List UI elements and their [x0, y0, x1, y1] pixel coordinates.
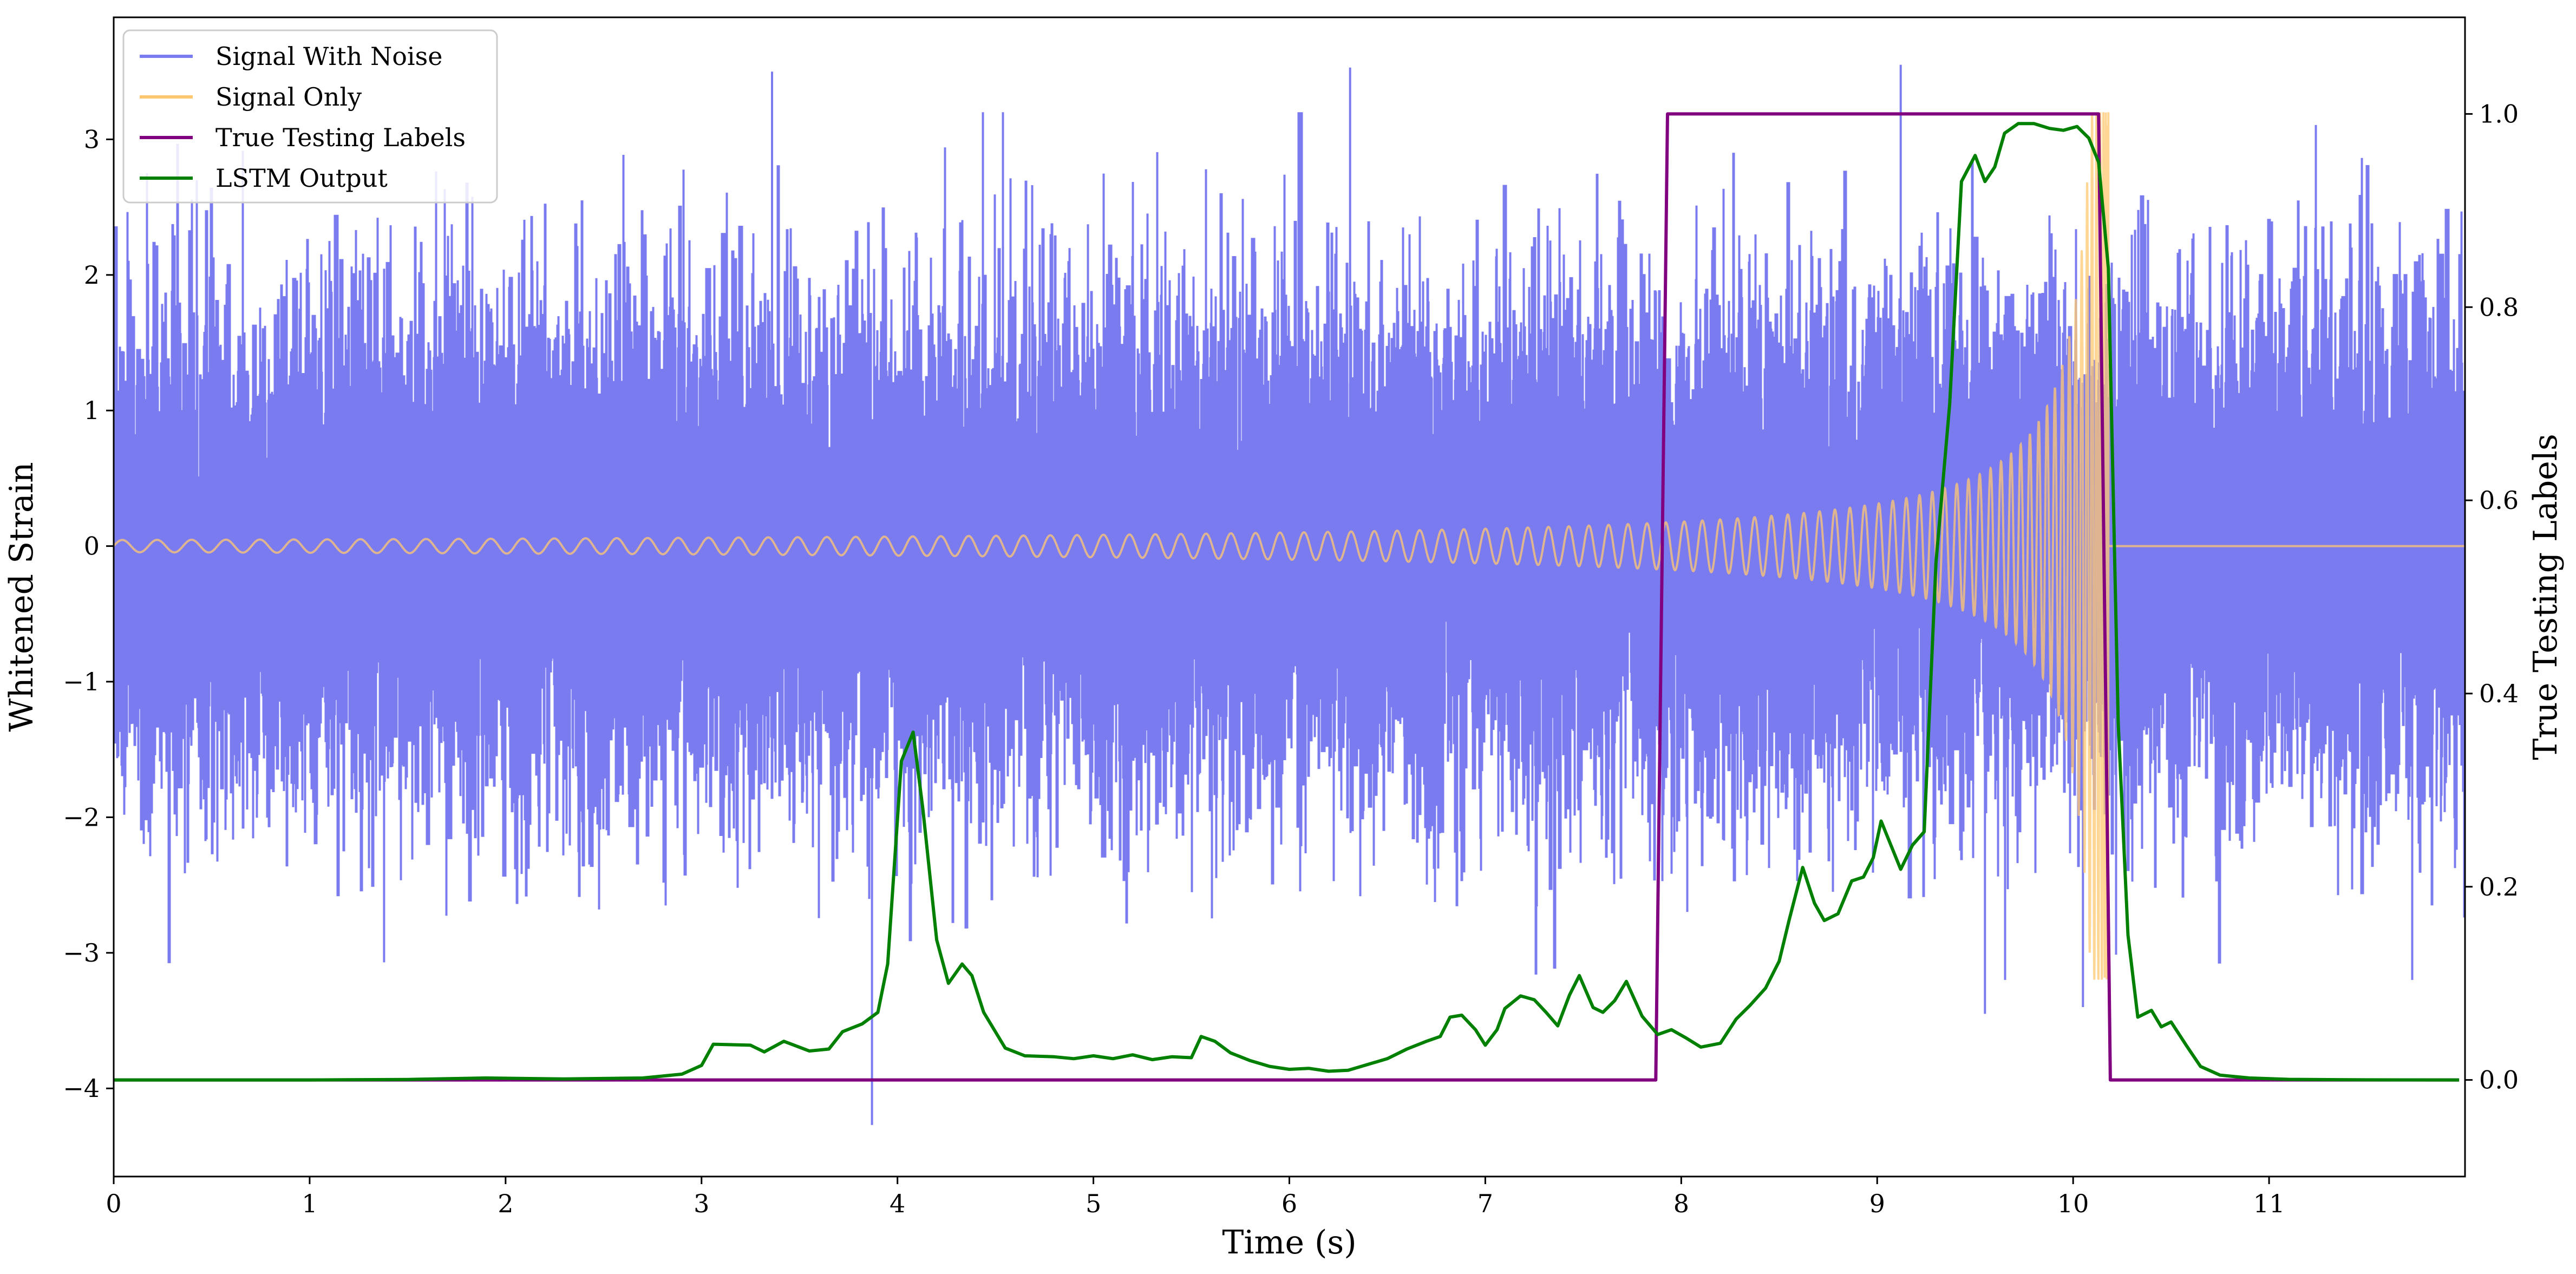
signal-with-noise-layer	[114, 64, 2465, 1125]
x-tick-label: 7	[1477, 1189, 1493, 1218]
right-y-axis-ticks: 1.0 0.8 0.6 0.4 0.2 0.0	[2465, 99, 2519, 1095]
x-tick-label: 9	[1869, 1189, 1885, 1218]
legend-entry-label: Signal Only	[215, 82, 362, 112]
true-labels-layer	[114, 112, 2460, 1082]
left-y-axis-ticks: 3 2 1 0 −1 −2 −3 −4	[63, 125, 114, 1103]
signal-only-layer	[114, 112, 2465, 980]
legend-entry-label: Signal With Noise	[215, 42, 442, 71]
right-y-tick-label: 0.6	[2479, 486, 2519, 515]
x-tick-label: 2	[498, 1189, 513, 1218]
lstm-output-layer	[114, 122, 2460, 1082]
x-tick-label: 11	[2253, 1189, 2285, 1218]
legend-entry-label: True Testing Labels	[215, 123, 466, 152]
x-tick-label: 10	[2057, 1189, 2089, 1218]
left-y-tick-label: −1	[63, 667, 100, 696]
x-tick-label: 1	[302, 1189, 317, 1218]
left-y-tick-label: 2	[84, 260, 100, 290]
x-tick-label: 6	[1282, 1189, 1297, 1218]
x-axis-ticks: 0 1 2 3 4 5 6 7 8 9 10 11	[106, 1177, 2285, 1218]
true-testing-labels-line	[114, 112, 2460, 1082]
x-tick-label: 5	[1086, 1189, 1101, 1218]
left-y-tick-label: 1	[84, 396, 100, 425]
right-y-tick-label: 0.2	[2479, 872, 2519, 901]
legend-box	[122, 29, 498, 204]
x-axis-label: Time (s)	[1222, 1224, 1356, 1262]
left-y-tick-label: 3	[84, 125, 100, 154]
signal-only-line	[114, 112, 2465, 980]
right-y-tick-label: 1.0	[2479, 99, 2519, 128]
left-y-tick-label: −4	[63, 1074, 100, 1103]
x-tick-label: 0	[106, 1189, 121, 1218]
signal-with-noise-line	[114, 64, 2465, 1125]
x-tick-label: 4	[890, 1189, 905, 1218]
right-y-tick-label: 0.4	[2479, 679, 2519, 708]
right-y-tick-label: 0.0	[2479, 1066, 2519, 1095]
left-y-tick-label: 0	[84, 532, 100, 561]
left-y-tick-label: −2	[63, 802, 100, 832]
right-y-tick-label: 0.8	[2479, 292, 2519, 322]
right-y-axis-label: True Testing Labels	[2527, 434, 2565, 760]
x-tick-label: 3	[694, 1189, 709, 1218]
left-y-axis-label: Whitened Strain	[3, 462, 41, 731]
x-tick-label: 8	[1673, 1189, 1689, 1218]
left-y-tick-label: −3	[63, 938, 100, 968]
legend-entry-label: LSTM Output	[215, 164, 388, 193]
legend: Signal With Noise Signal Only True Testing…	[122, 29, 498, 204]
lstm-output-line	[114, 122, 2460, 1082]
